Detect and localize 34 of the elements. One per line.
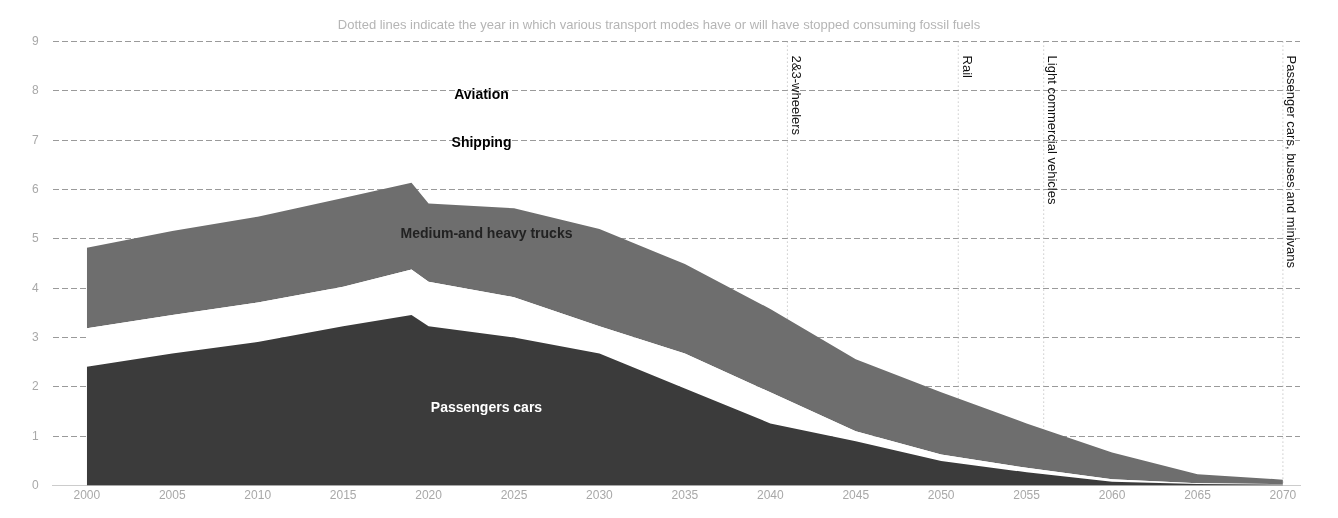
y-tick-label: 1 bbox=[31, 428, 39, 443]
x-tick-label: 2050 bbox=[927, 488, 955, 503]
x-tick-label: 2035 bbox=[671, 488, 699, 503]
series-label: Medium-and heavy trucks bbox=[400, 224, 573, 241]
y-tick-label: 0 bbox=[31, 477, 39, 492]
y-tick-label: 3 bbox=[31, 329, 39, 344]
x-tick-label: 2040 bbox=[756, 488, 784, 503]
y-tick-label: 2 bbox=[31, 379, 39, 394]
y-tick-label: 6 bbox=[31, 181, 39, 196]
x-tick-label: 2015 bbox=[329, 488, 357, 503]
chart-title: Dotted lines indicate the year in which various transport modes have or will have stopped consuming fossil fuels bbox=[337, 17, 981, 33]
ref-line-label: Light commercial vehicles bbox=[1045, 55, 1061, 205]
x-tick-label: 2025 bbox=[500, 488, 528, 503]
x-tick-label: 2060 bbox=[1098, 488, 1126, 503]
x-tick-label: 2020 bbox=[415, 488, 443, 503]
y-tick-label: 4 bbox=[31, 280, 39, 295]
annotation: Shipping bbox=[451, 133, 512, 150]
ref-line-label: Rail bbox=[959, 55, 975, 79]
ref-line-label: Passenger cars, buses and minivans bbox=[1284, 55, 1300, 269]
x-tick-label: 2045 bbox=[842, 488, 870, 503]
x-tick-label: 2055 bbox=[1013, 488, 1041, 503]
y-tick-label: 8 bbox=[31, 83, 39, 98]
annotation: Aviation bbox=[454, 85, 509, 102]
series-label: Passengers cars bbox=[430, 399, 543, 416]
ref-line-label: 2&3-wheelers bbox=[788, 55, 804, 136]
x-tick-label: 2000 bbox=[73, 488, 101, 503]
y-tick-label: 5 bbox=[31, 231, 39, 246]
x-tick-label: 2010 bbox=[244, 488, 272, 503]
x-tick-label: 2030 bbox=[586, 488, 614, 503]
y-tick-label: 9 bbox=[31, 33, 39, 48]
y-tick-label: 7 bbox=[31, 132, 39, 147]
x-tick-label: 2065 bbox=[1184, 488, 1212, 503]
x-tick-label: 2070 bbox=[1269, 488, 1297, 503]
x-tick-label: 2005 bbox=[158, 488, 186, 503]
